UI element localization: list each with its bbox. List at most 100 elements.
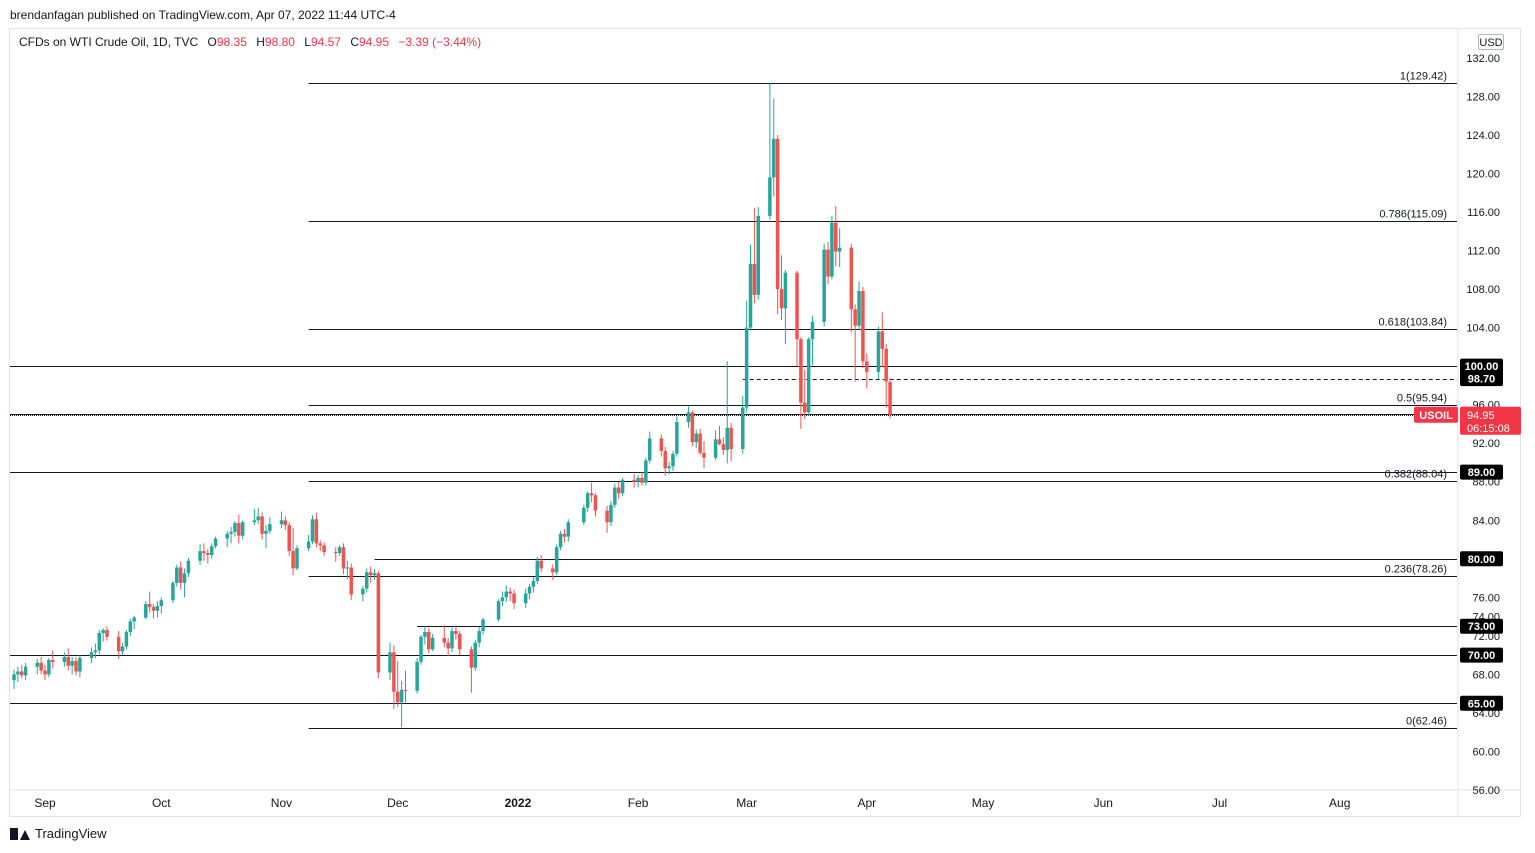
fib-label: 0(62.46) [1406,716,1447,728]
candle-body [237,523,241,536]
candle-body [213,538,218,547]
candle-body [795,272,799,340]
candle-body [51,659,55,662]
candle-body [589,493,594,496]
candle-body [175,567,179,583]
level-tag-bg [1460,695,1503,711]
candle-body [644,460,648,483]
level-tag: 100.00 [1460,358,1503,374]
level-tag: 70.00 [1460,647,1503,663]
candle-body [496,601,501,620]
candle-body [427,632,431,650]
level-tag: 65.00 [1460,695,1503,711]
candle-body [865,361,869,372]
candle-body [229,531,233,534]
candle-body [725,427,729,450]
candle-body [198,551,202,561]
candle-body [779,289,784,309]
candle-body [582,507,586,523]
candle-body [399,689,404,703]
candle-body [558,533,563,548]
candle-body [341,547,346,569]
price-tick-label: 108.00 [1466,284,1500,296]
dashed-level-tag-bg [1460,371,1503,387]
price-tick-label: 64.00 [1472,708,1500,720]
fib-label: 0.236(78.26) [1385,564,1447,576]
candle-body [35,662,40,667]
candle-body [458,633,462,650]
candle-body [554,547,559,573]
price-tick-label: 88.00 [1472,477,1500,489]
candle-body [74,660,78,672]
low-label: L [304,35,311,49]
symbol-title[interactable]: CFDs on WTI Crude Oil, 1D, TVC [19,35,199,49]
candle-body [128,621,133,633]
candle-body [47,659,51,675]
candle-body [225,533,229,539]
last-price-tag [1460,406,1521,435]
candle-body [78,658,82,672]
candle-body [372,573,377,576]
candle-body [93,650,98,653]
symbol-legend: CFDs on WTI Crude Oil, 1D, TVC O98.35 H9… [19,35,481,49]
price-tick-label: 104.00 [1466,323,1500,335]
candle-body [729,427,733,449]
candle-body [822,249,826,322]
fib-label: 0.786(115.09) [1379,209,1447,221]
candle-body [616,487,621,494]
candle-body [361,588,365,595]
candle-body [124,632,129,647]
price-tick-label: 56.00 [1472,785,1500,797]
candle-body [806,339,811,413]
candle-body [659,438,664,451]
candle-body [171,582,175,601]
price-tick-label: 72.00 [1472,631,1500,643]
candle-body [306,541,311,549]
candle-body [287,525,291,552]
dashed-level-tag: 98.70 [1460,371,1503,387]
time-tick-label: 2022 [505,796,532,810]
candle-body [826,249,830,277]
candle-body [539,560,543,569]
tradingview-brand: TradingView [35,826,107,841]
candle-body [876,331,881,372]
candle-body [551,568,555,573]
candle-body [613,487,617,505]
candle-body [268,524,272,531]
close-label: C [350,35,359,49]
candle-body [857,291,861,326]
candle-body [70,660,74,666]
level-tag-bg [1460,647,1503,663]
candle-body [566,522,571,537]
candle-body [884,348,888,382]
candle-body [446,642,450,649]
price-tick-label: 84.00 [1472,515,1500,527]
candle-body [686,412,691,423]
time-tick-label: Jul [1212,796,1227,810]
candle-body [120,646,125,652]
candle-body [89,652,94,659]
time-tick-label: Dec [387,796,408,810]
candle-body [593,495,598,511]
level-tag: 89.00 [1460,464,1503,480]
candle-body [178,567,183,583]
bar-countdown: 06:15:08 [1467,423,1510,435]
fib-label: 0.5(95.94) [1397,393,1447,405]
high-value: 98.80 [264,35,295,49]
candle-body [295,548,299,569]
candle-body [849,247,854,310]
candle-body [66,657,71,666]
candle-body [694,433,698,443]
candle-body [523,593,528,604]
candle-body [675,422,679,454]
candle-body [605,510,609,523]
candle-body [396,691,400,703]
candle-body [345,567,350,569]
level-tag-text: 65.00 [1468,698,1496,710]
currency-button[interactable]: USD [1478,34,1504,50]
tradingview-footer[interactable]: TradingView [10,826,107,841]
close-value: 94.95 [359,35,390,49]
symbol-tag-text: USOIL [1419,410,1453,422]
level-tag-bg [1460,618,1503,634]
